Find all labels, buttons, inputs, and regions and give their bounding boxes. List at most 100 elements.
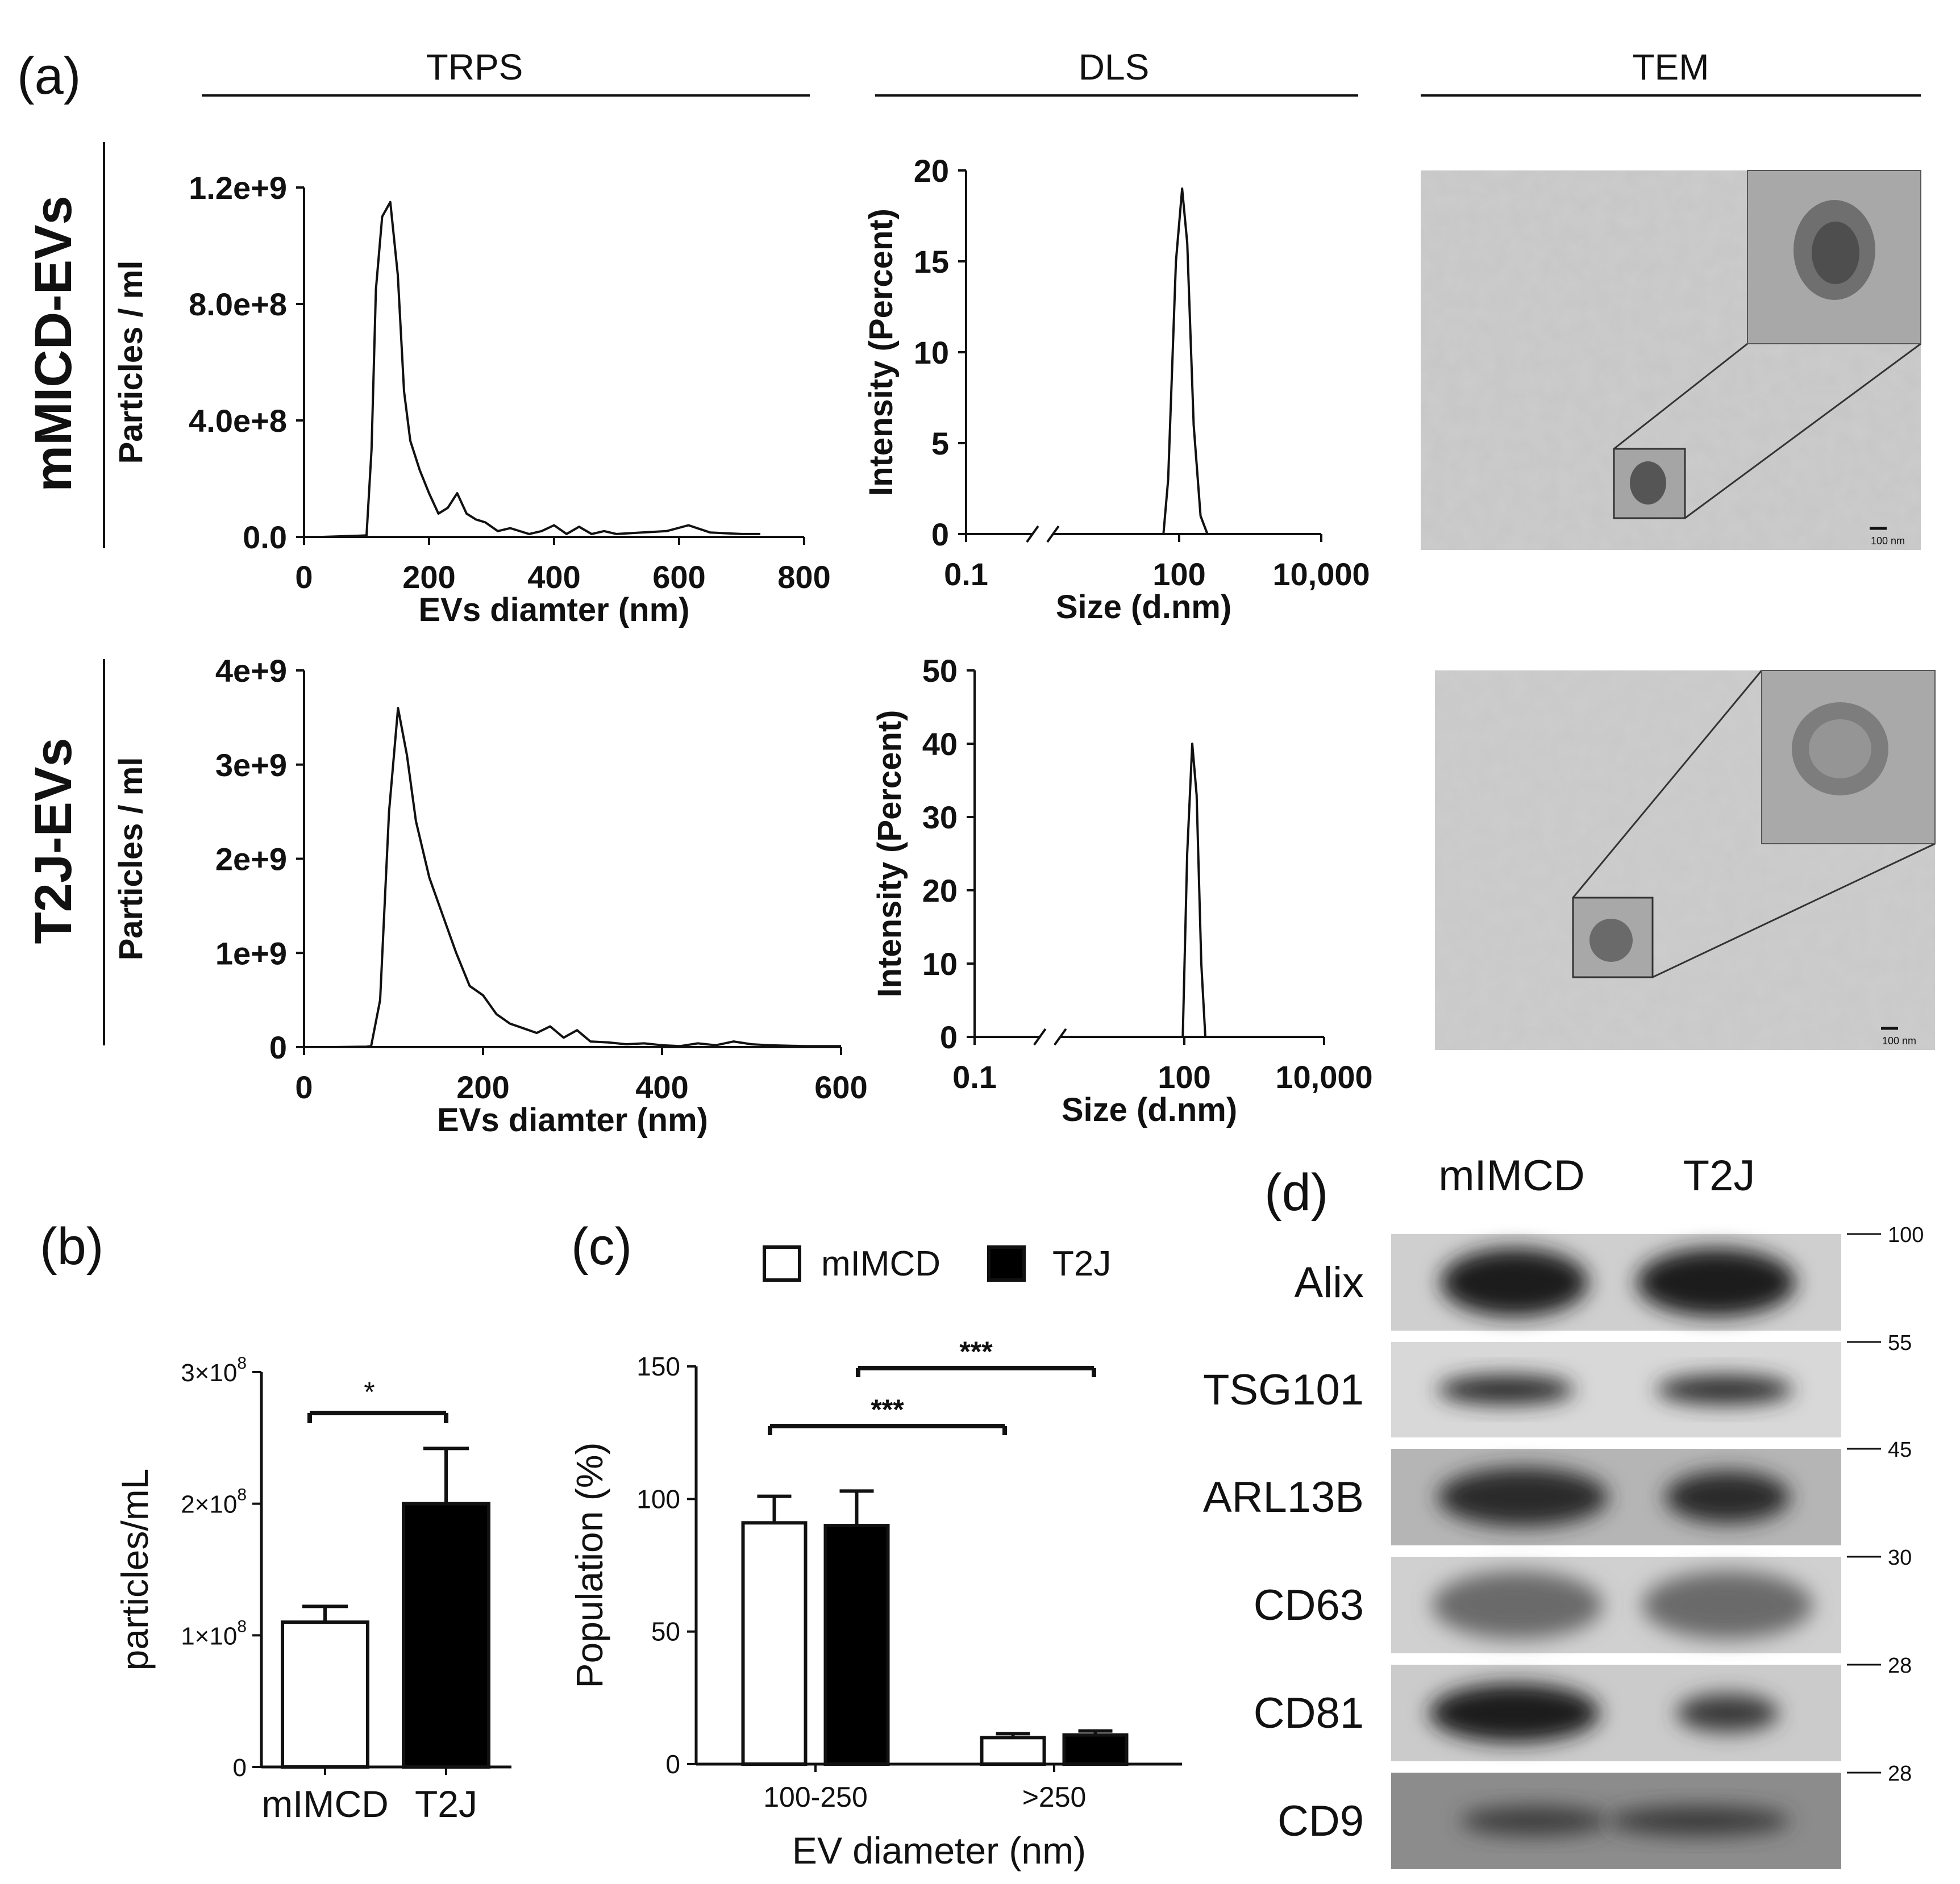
blot-band [1438,1468,1608,1527]
blot-row-label: CD63 [1254,1581,1364,1629]
tem-image-mmicd: 100 nm [1421,170,1921,550]
y-tick-label: 1.2e+9 [189,170,287,206]
significance-marker: *** [871,1394,904,1425]
marker-label: 30 [1888,1546,1912,1570]
axis-break-mark [1033,1028,1047,1046]
blot-band [1460,1806,1608,1836]
x-tick-label: 200 [402,559,455,595]
blot-band [1665,1471,1790,1523]
x-axis-label: EVs diamter (nm) [437,1102,708,1139]
blot-row-label: TSG101 [1203,1366,1364,1414]
y-axis-label: Intensity (Percent) [863,209,900,496]
x-tick-label: 0.1 [952,1059,997,1095]
x-tick-label: 100-250 [763,1781,868,1813]
x-axis-label: EVs diamter (nm) [419,591,690,628]
x-tick-label: mIMCD [261,1783,389,1825]
y-tick-label: 4e+9 [215,653,287,689]
lane-label-t2j: T2J [1683,1152,1755,1200]
x-tick-label: 800 [777,559,830,595]
y-tick-label: 0.0 [243,519,287,555]
header-dls: DLS [1079,47,1150,87]
blot-band [1432,1571,1603,1639]
blot-row-label: ARL13B [1203,1473,1364,1522]
panel-letter-c: (c) [571,1218,632,1276]
x-tick-label: 0 [295,1069,313,1105]
y-tick-label: 20 [922,873,958,908]
blot-band [1676,1694,1779,1732]
y-tick-label: 4.0e+8 [189,403,287,439]
marker-label: 28 [1888,1762,1912,1786]
legend-swatch [763,1245,801,1282]
x-tick-label: 0 [295,559,313,595]
significance-marker: *** [959,1336,993,1368]
marker-label: 55 [1888,1331,1912,1355]
y-tick-label: 100 [636,1484,680,1514]
y-tick-label: 1×108 [181,1617,247,1650]
x-tick-label: 600 [814,1069,867,1105]
header-trps: TRPS [426,47,523,87]
data-line [1162,187,1209,535]
lane-label-mimcd: mIMCD [1438,1152,1585,1200]
bar-chart-b: 0 1×108 2×108 3×108 particles/mL mIMCD T2J * [114,1354,511,1825]
y-axis-label: Population (%) [568,1443,610,1689]
y-tick-label: 50 [922,653,958,689]
panel-letter-b: (b) [40,1218,103,1276]
x-axis-label: Size (d.nm) [1056,589,1231,626]
blot-band [1642,1571,1813,1639]
y-tick-label: 8.0e+8 [189,286,287,322]
marker-label: 45 [1888,1438,1912,1462]
bar [741,1521,808,1766]
blot-band [1657,1375,1793,1404]
x-tick-label: 400 [635,1069,688,1105]
y-tick-label: 2e+9 [215,841,287,877]
bar [402,1502,490,1769]
y-tick-label: 3×108 [181,1354,247,1387]
tem-scale-label-2: 100 nm [1882,1035,1916,1047]
x-tick-label: 600 [652,559,705,595]
axis-break-mark [1026,525,1039,543]
marker-label: 100 [1888,1223,1924,1247]
tem-image-t2j: 100 nm [1435,670,1936,1050]
x-axis-label: EV diameter (nm) [792,1829,1086,1872]
x-tick-label: 10,000 [1275,1059,1372,1095]
row-label-t2j: T2J-EVs [24,737,82,944]
x-tick-label: >250 [1022,1781,1087,1813]
y-tick-label: 30 [922,799,958,835]
y-tick-label: 2×108 [181,1486,247,1519]
x-tick-label: 100 [1152,556,1205,592]
trps-mimcd-chart: 0.0 4.0e+8 8.0e+8 1.2e+9 0 200 400 600 800 EVs di… [113,170,831,628]
bar [823,1524,890,1766]
x-tick-label: 100 [1158,1059,1210,1095]
dls-mimcd-chart: 0 5 10 15 20 0.1 100 10,000 Size (d.nm) Intensity… [863,153,1370,626]
y-tick-label: 0 [931,516,949,552]
y-tick-label: 0 [269,1029,287,1065]
y-tick-label: 3e+9 [215,747,287,783]
data-line [1181,743,1206,1037]
axis-break-mark [1046,525,1060,543]
y-tick-label: 150 [636,1352,680,1381]
bar [1062,1733,1129,1766]
y-tick-label: 0 [233,1754,247,1782]
y-axis-label: particles/mL [114,1469,156,1671]
blot-row-label: Alix [1295,1258,1364,1307]
bar-chart-c: 0 50 100 150 Population (%) EV diameter (nm) 1… [568,1244,1182,1872]
panel-letter-d: (d) [1264,1164,1328,1222]
panel-letter-a: (a) [17,47,81,105]
y-tick-label: 0 [665,1749,680,1779]
blot-row-label: CD81 [1254,1689,1364,1737]
x-tick-label: T2J [415,1783,477,1825]
blot-band [1438,1375,1574,1404]
blot-band [1637,1248,1796,1316]
y-tick-label: 15 [914,244,949,280]
y-axis-label: Intensity (Percent) [871,710,908,998]
x-tick-label: 10,000 [1272,556,1370,592]
y-tick-label: 5 [931,426,949,461]
y-tick-label: 0 [940,1019,958,1055]
y-axis-label: Particles / ml [113,757,149,961]
legend-swatch [987,1245,1026,1282]
bar [281,1620,369,1769]
blot-row-label: CD9 [1277,1797,1364,1845]
western-blot: Alix 100 TSG101 55 ARL13B 45 CD63 30 CD81 28 CD9 28 [1203,1223,1924,1869]
y-tick-label: 20 [914,153,949,189]
